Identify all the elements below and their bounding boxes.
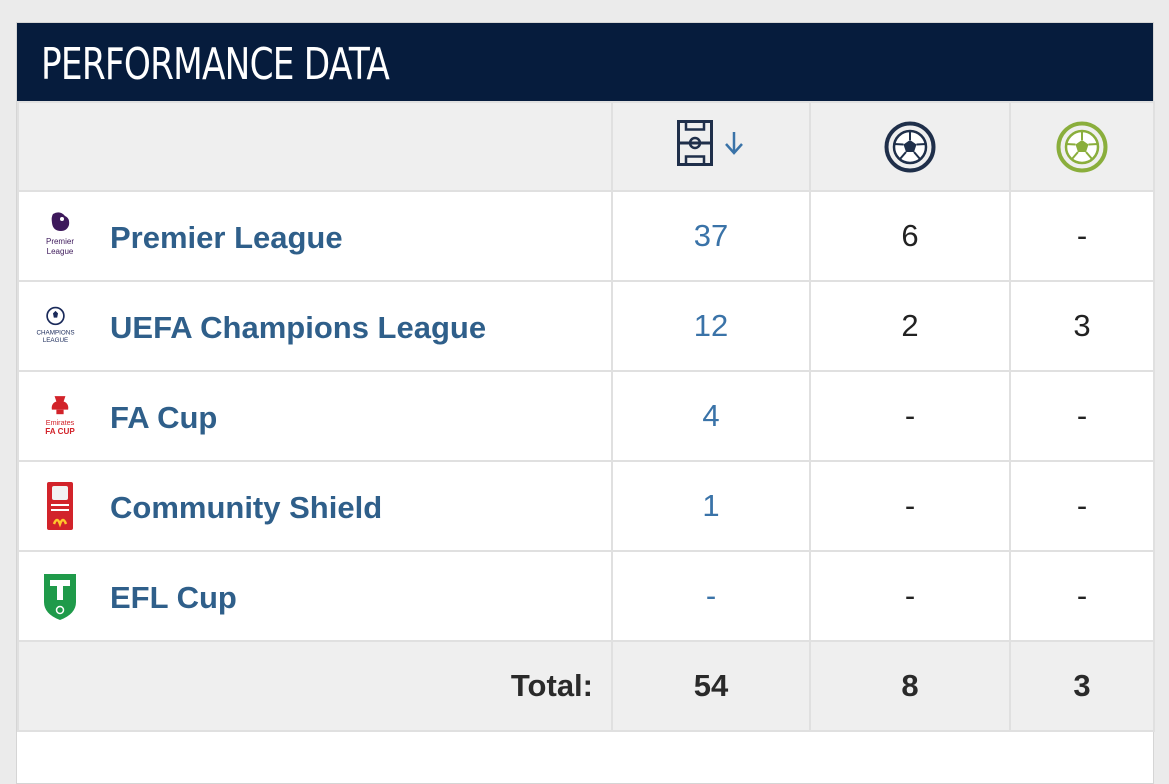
premier-league-logo: Premier League [41, 210, 79, 262]
table-row: Emirates FA CUP FA Cup 4 - - [17, 370, 1155, 462]
svg-text:LEAGUE: LEAGUE [43, 337, 68, 344]
champions-league-logo: CHAMPIONS LEAGUE [36, 300, 79, 352]
competition-link[interactable]: FA Cup [110, 400, 218, 435]
svg-text:League: League [47, 247, 74, 256]
competition-cell: Premier League Premier League [17, 190, 613, 282]
assists-cell: - [1009, 370, 1155, 462]
stats-table: Premier League Premier League 37 6 - CHA… [17, 101, 1155, 732]
totals-row: Total: 54 8 3 [17, 640, 1155, 732]
panel-header: PERFORMANCE DATA [17, 23, 1153, 101]
appearances-cell[interactable]: - [611, 550, 811, 642]
assists-header[interactable] [1009, 101, 1155, 192]
goals-cell: 2 [809, 280, 1011, 372]
appearances-header[interactable] [611, 101, 811, 192]
performance-data-panel: PERFORMANCE DATA [16, 22, 1155, 784]
appearances-cell[interactable]: 1 [611, 460, 811, 552]
appearances-cell[interactable]: 37 [611, 190, 811, 282]
assists-cell: - [1009, 460, 1155, 552]
efl-cup-logo [41, 570, 79, 622]
panel-title: PERFORMANCE DATA [41, 39, 390, 90]
goals-cell: - [809, 550, 1011, 642]
total-appearances: 54 [611, 640, 811, 732]
competition-header-cell [17, 101, 613, 192]
total-assists: 3 [1009, 640, 1155, 732]
competition-link[interactable]: Premier League [110, 220, 343, 255]
competition-link[interactable]: EFL Cup [110, 580, 237, 615]
table-row: EFL Cup - - - [17, 550, 1155, 642]
appearances-cell[interactable]: 4 [611, 370, 811, 462]
goals-cell: 6 [809, 190, 1011, 282]
football-navy-icon [884, 121, 936, 172]
competition-link[interactable]: UEFA Champions League [110, 310, 487, 345]
table-row: CHAMPIONS LEAGUE UEFA Champions League 1… [17, 280, 1155, 372]
total-goals: 8 [809, 640, 1011, 732]
table-header-row [17, 101, 1155, 192]
competition-link[interactable]: Community Shield [110, 490, 383, 525]
svg-text:FA CUP: FA CUP [45, 427, 75, 436]
svg-text:CHAMPIONS: CHAMPIONS [36, 329, 74, 336]
goals-header[interactable] [809, 101, 1011, 192]
svg-text:Premier: Premier [46, 237, 74, 246]
competition-cell: Emirates FA CUP FA Cup [17, 370, 613, 462]
competition-cell: EFL Cup [17, 550, 613, 642]
goals-cell: - [809, 460, 1011, 552]
totals-label-cell: Total: [17, 640, 613, 732]
fa-cup-logo: Emirates FA CUP [41, 390, 79, 442]
goals-cell: - [809, 370, 1011, 462]
assists-cell: 3 [1009, 280, 1155, 372]
appearances-cell[interactable]: 12 [611, 280, 811, 372]
totals-label: Total: [510, 668, 593, 703]
sort-down-arrow-icon [725, 131, 743, 155]
competition-cell: CHAMPIONS LEAGUE UEFA Champions League [17, 280, 613, 372]
assists-cell: - [1009, 550, 1155, 642]
table-row: Premier League Premier League 37 6 - [17, 190, 1155, 282]
football-green-icon [1056, 121, 1108, 172]
table-row: Community Shield 1 - - [17, 460, 1155, 552]
community-shield-logo [41, 480, 79, 532]
pitch-icon [677, 119, 713, 166]
svg-text:Emirates: Emirates [46, 418, 75, 427]
competition-cell: Community Shield [17, 460, 613, 552]
assists-cell: - [1009, 190, 1155, 282]
